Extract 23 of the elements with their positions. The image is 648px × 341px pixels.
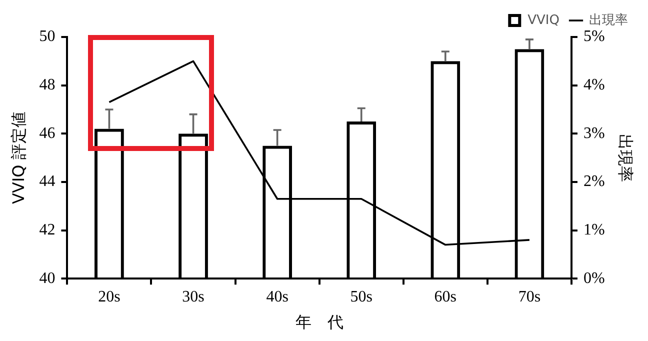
y2-tick-label: 4% [583, 76, 605, 94]
x-axis-title: 年 代 [295, 312, 344, 332]
y2-tick-label: 5% [583, 28, 605, 46]
x-tick-label: 60s [434, 288, 457, 306]
x-tick-label: 70s [518, 288, 541, 306]
y-axis-title: VVIQ 評定値 [8, 112, 28, 204]
x-tick-label: 30s [182, 288, 204, 306]
y-tick-label: 48 [39, 76, 56, 94]
y2-tick-label: 3% [583, 124, 605, 142]
legend-label: 出現率 [589, 12, 628, 28]
y2-tick-label: 2% [583, 173, 605, 190]
y-tick-label: 42 [39, 221, 56, 238]
legend-label: VVIQ [528, 12, 560, 28]
y2-axis-title: 出現率 [616, 134, 636, 182]
x-tick-label: 40s [266, 288, 288, 306]
y2-tick-label: 1% [583, 221, 605, 238]
y2-tick-label: 0% [583, 270, 605, 287]
x-tick-label: 20s [98, 288, 120, 306]
x-tick-label: 50s [350, 288, 372, 306]
y-tick-label: 50 [39, 28, 56, 46]
y-tick-label: 46 [39, 124, 56, 142]
y-tick-label: 44 [39, 173, 56, 190]
y-tick-label: 40 [39, 270, 56, 287]
